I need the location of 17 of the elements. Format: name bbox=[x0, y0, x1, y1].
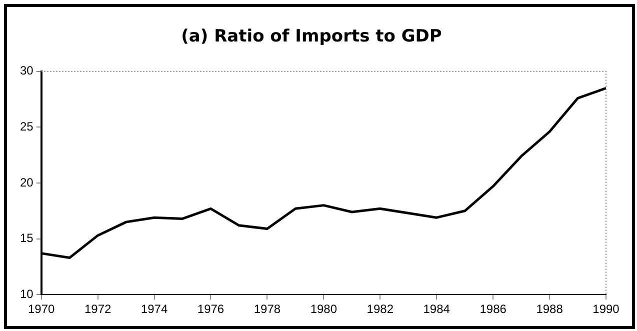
y-tick-label: 30 bbox=[20, 64, 34, 78]
x-tick-label: 1978 bbox=[254, 302, 281, 316]
y-tick-label: 15 bbox=[20, 231, 34, 246]
x-tick-label: 1986 bbox=[480, 302, 507, 316]
x-tick-label: 1974 bbox=[140, 302, 168, 316]
x-tick-label: 1980 bbox=[310, 302, 338, 316]
x-tick-label: 1988 bbox=[536, 302, 564, 316]
chart-title: (a) Ratio of Imports to GDP bbox=[181, 26, 442, 47]
x-tick-label: 1970 bbox=[28, 302, 56, 316]
x-tick-label: 1972 bbox=[84, 302, 112, 316]
y-tick-label: 20 bbox=[20, 175, 34, 190]
x-tick-label: 1990 bbox=[592, 302, 620, 316]
y-tick-label: 25 bbox=[20, 120, 34, 134]
x-tick-label: 1976 bbox=[197, 302, 224, 316]
x-tick-label: 1984 bbox=[423, 302, 450, 316]
x-tick-label: 1982 bbox=[366, 302, 394, 316]
y-tick-label: 10 bbox=[20, 286, 34, 301]
